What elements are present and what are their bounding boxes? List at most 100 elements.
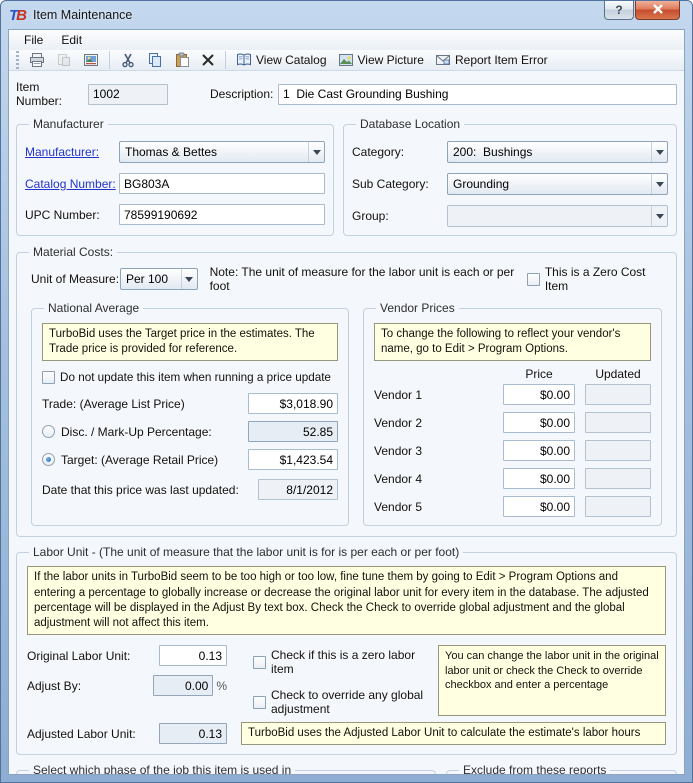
disc-markup-field bbox=[248, 421, 338, 443]
vendor-price-field[interactable] bbox=[503, 384, 575, 406]
toolbar-separator bbox=[109, 51, 110, 69]
trade-price-field[interactable] bbox=[248, 393, 338, 415]
vendor-prices-group-title: Vendor Prices bbox=[380, 301, 455, 315]
chevron-down-icon bbox=[308, 142, 324, 162]
view-picture-button[interactable]: View Picture bbox=[334, 50, 428, 70]
target-price-radio[interactable] bbox=[42, 453, 55, 467]
form-content: Item Number: Description: Manufacturer M… bbox=[9, 71, 684, 775]
report-error-icon bbox=[435, 52, 451, 68]
item-number-label: Item Number: bbox=[16, 80, 63, 108]
report-item-error-button[interactable]: Report Item Error bbox=[431, 50, 552, 70]
cut-button[interactable] bbox=[116, 50, 140, 70]
zero-cost-checkbox[interactable] bbox=[526, 272, 540, 286]
copy-icon bbox=[147, 52, 163, 68]
menubar: File Edit bbox=[9, 30, 684, 50]
vendor-price-field[interactable] bbox=[503, 440, 575, 462]
upc-number-field[interactable] bbox=[119, 204, 325, 225]
description-field[interactable] bbox=[278, 83, 677, 105]
vendor-name: Vendor 5 bbox=[374, 499, 423, 514]
vendor-updated-field bbox=[585, 412, 651, 434]
price-updated-date-field bbox=[258, 479, 338, 501]
price-updated-date-label: Date that this price was last updated: bbox=[42, 482, 239, 497]
chevron-down-icon bbox=[180, 269, 197, 289]
group-select bbox=[447, 205, 668, 227]
disc-markup-label: Disc. / Mark-Up Percentage: bbox=[61, 424, 212, 439]
target-price-field[interactable] bbox=[248, 449, 338, 471]
menu-edit[interactable]: Edit bbox=[61, 33, 83, 47]
labor-unit-group-title: Labor Unit - (The unit of measure that t… bbox=[33, 545, 460, 560]
paste-button[interactable] bbox=[170, 50, 194, 70]
no-price-update-label: Do not update this item when running a p… bbox=[60, 371, 331, 385]
chevron-down-icon bbox=[651, 206, 667, 226]
original-labor-unit-field[interactable] bbox=[159, 645, 227, 667]
close-button[interactable] bbox=[635, 1, 680, 20]
report-item-error-label: Report Item Error bbox=[454, 53, 548, 67]
sub-category-select[interactable]: Grounding bbox=[447, 173, 668, 195]
manufacturer-value: Thomas & Bettes bbox=[125, 145, 218, 159]
labor-unit-side-info: You can change the labor unit in the ori… bbox=[438, 645, 666, 717]
duplicate-item-icon bbox=[56, 52, 72, 68]
national-average-group-title: National Average bbox=[48, 301, 140, 315]
override-adjustment-checkbox[interactable] bbox=[253, 695, 266, 709]
vendor-updated-field bbox=[585, 468, 651, 490]
vendor-price-field[interactable] bbox=[503, 468, 575, 490]
toolbar: View Catalog View Picture Report Item Er… bbox=[9, 50, 684, 71]
updated-column-header: Updated bbox=[595, 367, 641, 382]
item-image-button[interactable] bbox=[79, 50, 103, 70]
delete-button[interactable] bbox=[197, 51, 219, 69]
vendor-prices-info: To change the following to reflect your … bbox=[374, 323, 651, 362]
zero-labor-checkbox[interactable] bbox=[253, 655, 266, 669]
catalog-number-field[interactable] bbox=[119, 173, 325, 194]
print-button[interactable] bbox=[25, 50, 49, 70]
toolbar-separator bbox=[225, 51, 226, 69]
item-number-field bbox=[88, 83, 168, 105]
menu-file[interactable]: File bbox=[24, 33, 44, 47]
price-column-header: Price bbox=[525, 367, 553, 382]
help-button[interactable]: ? bbox=[604, 1, 634, 20]
unit-of-measure-value: Per 100 bbox=[125, 272, 169, 286]
zero-cost-label: This is a Zero Cost Item bbox=[544, 265, 646, 293]
unit-of-measure-select[interactable]: Per 100 bbox=[119, 268, 198, 290]
percent-sign: % bbox=[216, 678, 227, 693]
labor-unit-bottom-info: TurboBid uses the Adjusted Labor Unit to… bbox=[241, 722, 666, 746]
print-icon bbox=[29, 52, 45, 68]
adjust-by-label: Adjust By: bbox=[27, 678, 82, 693]
national-average-info: TurboBid uses the Target price in the es… bbox=[42, 323, 338, 362]
vendor-updated-field bbox=[585, 440, 651, 462]
vendor-price-field[interactable] bbox=[503, 496, 575, 518]
disc-markup-radio[interactable] bbox=[42, 425, 55, 439]
override-adjustment-label: Check to override any global adjustment bbox=[271, 688, 424, 717]
upc-number-label: UPC Number: bbox=[25, 207, 100, 222]
toolbar-grip[interactable] bbox=[16, 51, 19, 69]
vendor-updated-field bbox=[585, 384, 651, 406]
job-phase-group-title: Select which phase of the job this item … bbox=[33, 763, 292, 775]
manufacturer-select[interactable]: Thomas & Bettes bbox=[119, 141, 325, 163]
vendor-row: Vendor 4 bbox=[374, 468, 651, 490]
titlebar[interactable]: TB Item Maintenance bbox=[1, 1, 692, 29]
picture-icon bbox=[338, 52, 354, 68]
trade-price-label: Trade: (Average List Price) bbox=[42, 396, 185, 411]
copy-button[interactable] bbox=[143, 50, 167, 70]
turbobid-logo-icon: TB bbox=[9, 6, 27, 24]
no-price-update-checkbox[interactable] bbox=[42, 371, 55, 385]
group-label: Group: bbox=[352, 209, 389, 223]
vendor-row: Vendor 2 bbox=[374, 412, 651, 434]
vendor-price-field[interactable] bbox=[503, 412, 575, 434]
vendor-row: Vendor 5 bbox=[374, 496, 651, 518]
job-phase-group: Select which phase of the job this item … bbox=[16, 763, 436, 775]
database-location-group: Database Location Category: 200: Bushing… bbox=[343, 117, 677, 236]
view-catalog-button[interactable]: View Catalog bbox=[232, 50, 331, 70]
labor-unit-info: If the labor units in TurboBid seem to b… bbox=[27, 566, 666, 636]
manufacturer-link[interactable]: Manufacturer: bbox=[25, 145, 100, 159]
database-location-group-title: Database Location bbox=[360, 117, 461, 131]
material-costs-group: Material Costs: Unit of Measure: Per 100… bbox=[16, 245, 677, 538]
category-select[interactable]: 200: Bushings bbox=[447, 141, 668, 163]
cut-icon bbox=[120, 52, 136, 68]
book-icon bbox=[236, 52, 252, 68]
manufacturer-group: Manufacturer Manufacturer: Thomas & Bett… bbox=[16, 117, 334, 236]
paste-icon bbox=[174, 52, 190, 68]
catalog-number-link[interactable]: Catalog Number: bbox=[25, 176, 116, 191]
description-label: Description: bbox=[210, 87, 274, 101]
chevron-down-icon bbox=[651, 142, 667, 162]
